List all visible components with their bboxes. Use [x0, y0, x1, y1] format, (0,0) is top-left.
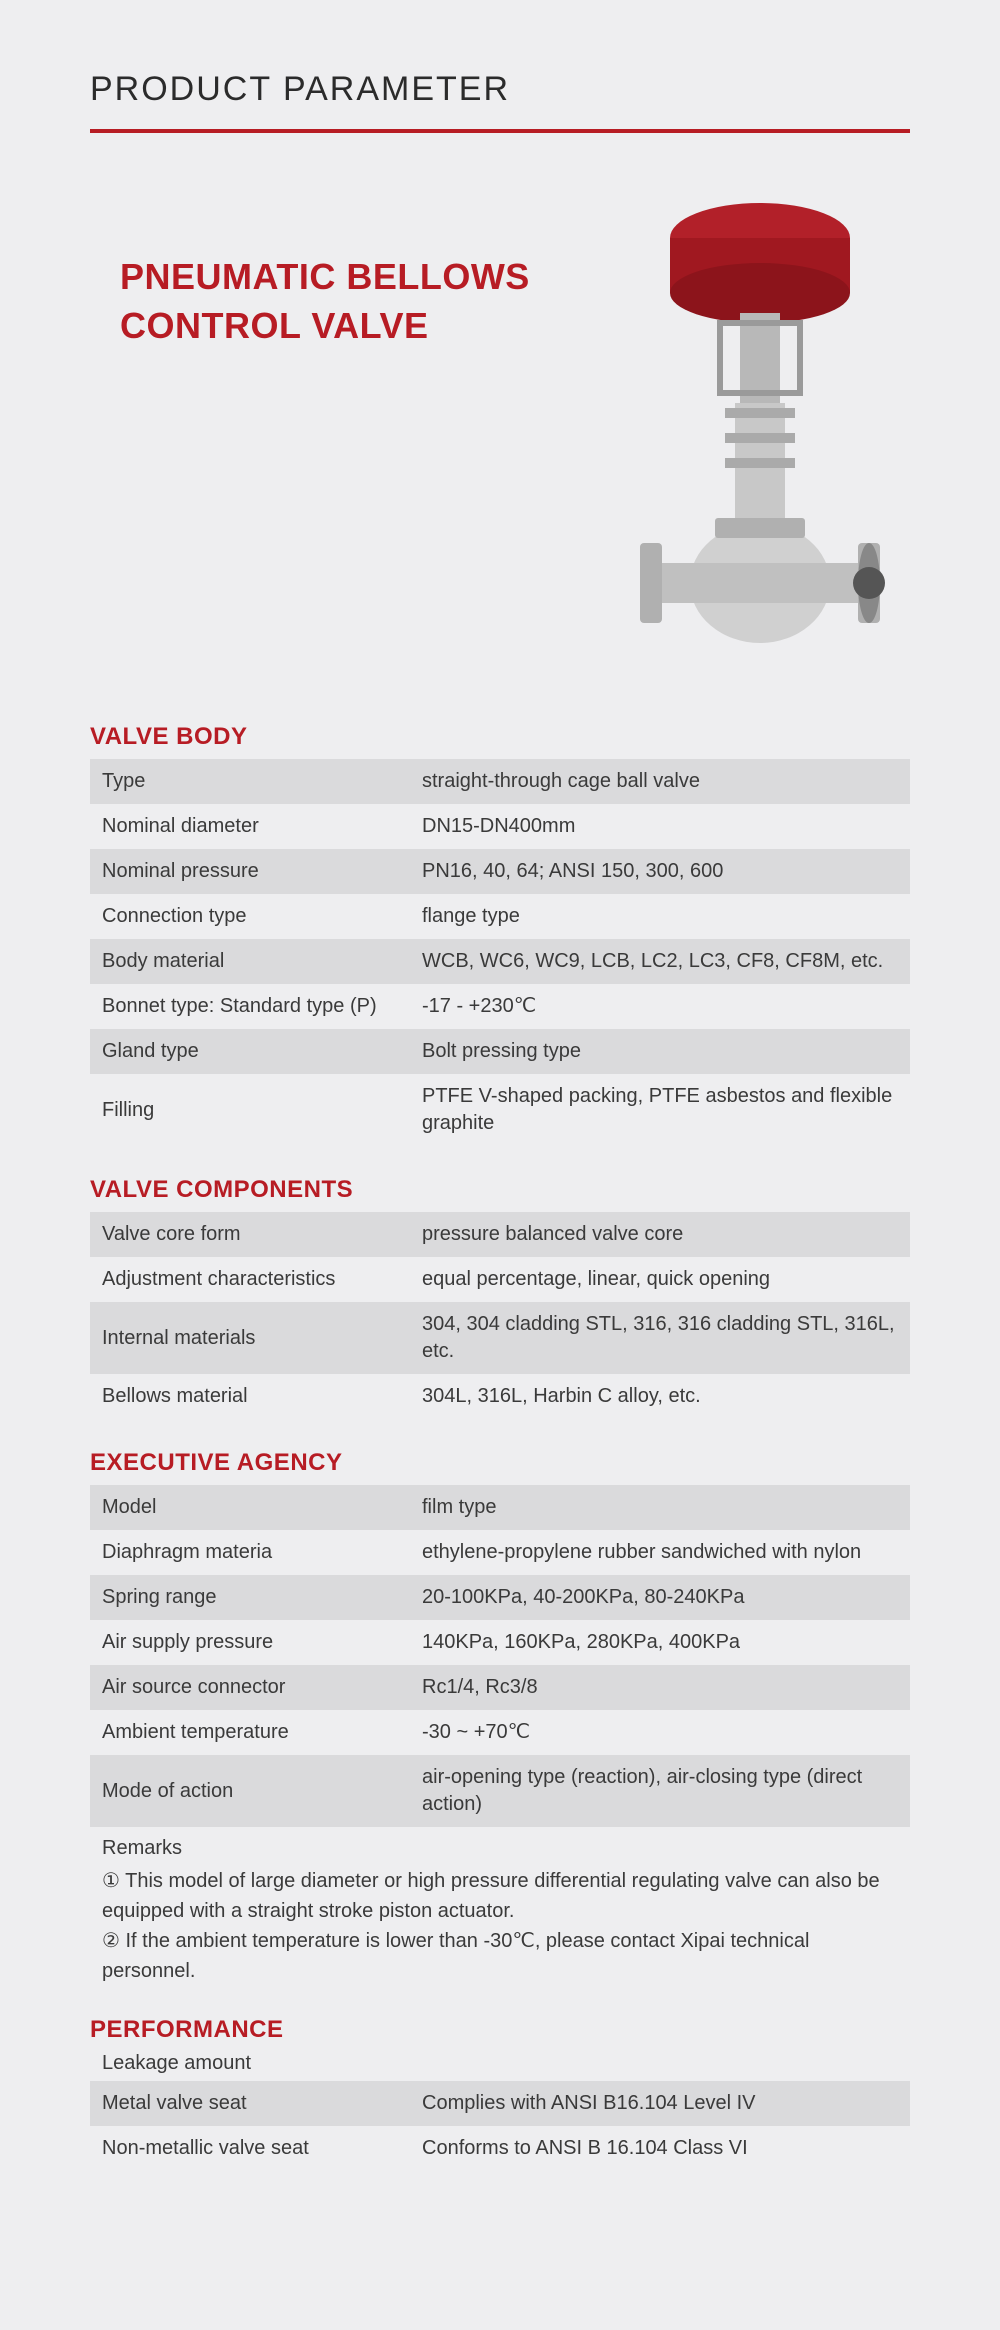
spec-label: Non-metallic valve seat — [90, 2126, 410, 2171]
spec-value: 304L, 316L, Harbin C alloy, etc. — [410, 1374, 910, 1419]
table-row: Air source connectorRc1/4, Rc3/8 — [90, 1665, 910, 1710]
valve-icon — [610, 183, 910, 683]
spec-value: Conforms to ANSI B 16.104 Class VI — [410, 2126, 910, 2171]
spec-label: Air supply pressure — [90, 1620, 410, 1665]
spec-value: 140KPa, 160KPa, 280KPa, 400KPa — [410, 1620, 910, 1665]
spec-value: Bolt pressing type — [410, 1029, 910, 1074]
spec-value: film type — [410, 1485, 910, 1530]
remark-line: ② If the ambient temperature is lower th… — [102, 1926, 898, 1986]
table-row: Metal valve seatComplies with ANSI B16.1… — [90, 2081, 910, 2126]
table-row: Air supply pressure140KPa, 160KPa, 280KP… — [90, 1620, 910, 1665]
spec-label: Body material — [90, 939, 410, 984]
spec-value: ethylene-propylene rubber sandwiched wit… — [410, 1530, 910, 1575]
spec-label: Connection type — [90, 894, 410, 939]
section-title-performance: PERFORMANCE — [90, 2016, 910, 2044]
valve-body-table: Typestraight-through cage ball valveNomi… — [90, 759, 910, 1146]
valve-components-table: Valve core formpressure balanced valve c… — [90, 1212, 910, 1419]
table-row: Nominal diameterDN15-DN400mm — [90, 804, 910, 849]
executive-agency-table: Modelfilm typeDiaphragm materiaethylene-… — [90, 1485, 910, 1827]
spec-label: Model — [90, 1485, 410, 1530]
spec-value: -30 ~ +70℃ — [410, 1710, 910, 1755]
table-row: Mode of actionair-opening type (reaction… — [90, 1755, 910, 1827]
spec-value: 304, 304 cladding STL, 316, 316 cladding… — [410, 1302, 910, 1374]
spec-label: Metal valve seat — [90, 2081, 410, 2126]
performance-table: Metal valve seatComplies with ANSI B16.1… — [90, 2081, 910, 2171]
spec-value: PN16, 40, 64; ANSI 150, 300, 600 — [410, 849, 910, 894]
spec-label: Type — [90, 759, 410, 804]
spec-label: Bonnet type: Standard type (P) — [90, 984, 410, 1029]
spec-label: Filling — [90, 1074, 410, 1146]
table-row: Internal materials304, 304 cladding STL,… — [90, 1302, 910, 1374]
table-row: Bonnet type: Standard type (P)-17 - +230… — [90, 984, 910, 1029]
spec-value: pressure balanced valve core — [410, 1212, 910, 1257]
spec-value: Rc1/4, Rc3/8 — [410, 1665, 910, 1710]
remarks-label: Remarks — [102, 1837, 910, 1860]
table-row: Non-metallic valve seatConforms to ANSI … — [90, 2126, 910, 2171]
table-row: Spring range20-100KPa, 40-200KPa, 80-240… — [90, 1575, 910, 1620]
spec-value: Complies with ANSI B16.104 Level IV — [410, 2081, 910, 2126]
spec-label: Internal materials — [90, 1302, 410, 1374]
spec-label: Mode of action — [90, 1755, 410, 1827]
spec-label: Bellows material — [90, 1374, 410, 1419]
spec-label: Ambient temperature — [90, 1710, 410, 1755]
spec-label: Adjustment characteristics — [90, 1257, 410, 1302]
table-row: Nominal pressurePN16, 40, 64; ANSI 150, … — [90, 849, 910, 894]
spec-label: Spring range — [90, 1575, 410, 1620]
spec-value: air-opening type (reaction), air-closing… — [410, 1755, 910, 1827]
hero-text: PNEUMATIC BELLOWS CONTROL VALVE — [90, 183, 610, 350]
spec-label: Gland type — [90, 1029, 410, 1074]
spec-value: equal percentage, linear, quick opening — [410, 1257, 910, 1302]
table-row: Connection typeflange type — [90, 894, 910, 939]
page-title: PRODUCT PARAMETER — [90, 70, 910, 109]
table-row: Ambient temperature-30 ~ +70℃ — [90, 1710, 910, 1755]
table-row: Diaphragm materiaethylene-propylene rubb… — [90, 1530, 910, 1575]
spec-label: Nominal pressure — [90, 849, 410, 894]
hero-section: PNEUMATIC BELLOWS CONTROL VALVE — [90, 183, 910, 683]
spec-label: Valve core form — [90, 1212, 410, 1257]
spec-label: Air source connector — [90, 1665, 410, 1710]
spec-label: Nominal diameter — [90, 804, 410, 849]
section-title-executive-agency: EXECUTIVE AGENCY — [90, 1449, 910, 1477]
table-row: Bellows material304L, 316L, Harbin C all… — [90, 1374, 910, 1419]
spec-value: -17 - +230℃ — [410, 984, 910, 1029]
performance-subheader: Leakage amount — [102, 2052, 910, 2075]
spec-value: WCB, WC6, WC9, LCB, LC2, LC3, CF8, CF8M,… — [410, 939, 910, 984]
header-divider — [90, 129, 910, 133]
spec-value: flange type — [410, 894, 910, 939]
remark-line: ① This model of large diameter or high p… — [102, 1866, 898, 1926]
spec-value: 20-100KPa, 40-200KPa, 80-240KPa — [410, 1575, 910, 1620]
table-row: Typestraight-through cage ball valve — [90, 759, 910, 804]
remarks-body: ① This model of large diameter or high p… — [90, 1866, 910, 1986]
table-row: Gland typeBolt pressing type — [90, 1029, 910, 1074]
section-title-valve-body: VALVE BODY — [90, 723, 910, 751]
spec-value: straight-through cage ball valve — [410, 759, 910, 804]
spec-value: PTFE V-shaped packing, PTFE asbestos and… — [410, 1074, 910, 1146]
spec-value: DN15-DN400mm — [410, 804, 910, 849]
table-row: Modelfilm type — [90, 1485, 910, 1530]
table-row: Body materialWCB, WC6, WC9, LCB, LC2, LC… — [90, 939, 910, 984]
table-row: FillingPTFE V-shaped packing, PTFE asbes… — [90, 1074, 910, 1146]
table-row: Valve core formpressure balanced valve c… — [90, 1212, 910, 1257]
table-row: Adjustment characteristicsequal percenta… — [90, 1257, 910, 1302]
product-title: PNEUMATIC BELLOWS CONTROL VALVE — [120, 253, 610, 350]
section-title-valve-components: VALVE COMPONENTS — [90, 1176, 910, 1204]
product-image — [610, 183, 910, 683]
spec-label: Diaphragm materia — [90, 1530, 410, 1575]
